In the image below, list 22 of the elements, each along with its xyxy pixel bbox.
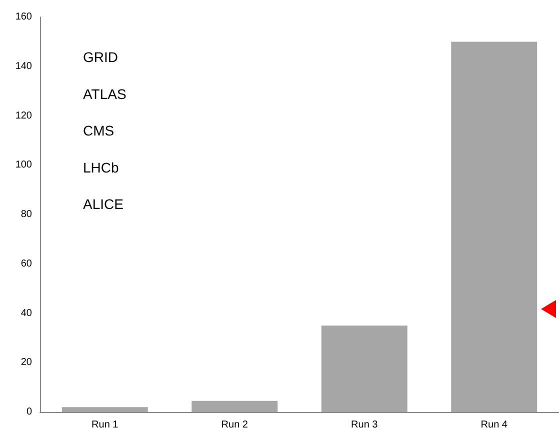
- x-tick-label: Run 4: [480, 420, 508, 430]
- y-tick-label: 20: [20, 357, 32, 368]
- bar: [62, 407, 148, 412]
- x-tick-label: Run 1: [92, 420, 119, 430]
- annotation: LHCb: [83, 159, 120, 176]
- annotation: CMS: [83, 122, 114, 139]
- bar: [451, 42, 538, 412]
- bar: [321, 326, 408, 412]
- annotation: ALICE: [83, 196, 124, 212]
- y-tick-label: 40: [20, 308, 32, 319]
- x-tick-label: Run 3: [351, 420, 378, 430]
- x-tick-label: Run 2: [221, 420, 248, 430]
- y-tick-label: 80: [20, 209, 32, 220]
- bar: [192, 400, 278, 412]
- y-tick-label: 100: [15, 160, 32, 171]
- y-tick-label: 160: [15, 12, 32, 22]
- y-tick-label: 60: [20, 258, 32, 270]
- y-tick-label: 0: [26, 406, 32, 418]
- y-tick-label: 140: [15, 60, 32, 72]
- y-tick-label: 120: [15, 110, 32, 122]
- annotation: ATLAS: [83, 86, 126, 102]
- annotation: GRID: [83, 49, 118, 65]
